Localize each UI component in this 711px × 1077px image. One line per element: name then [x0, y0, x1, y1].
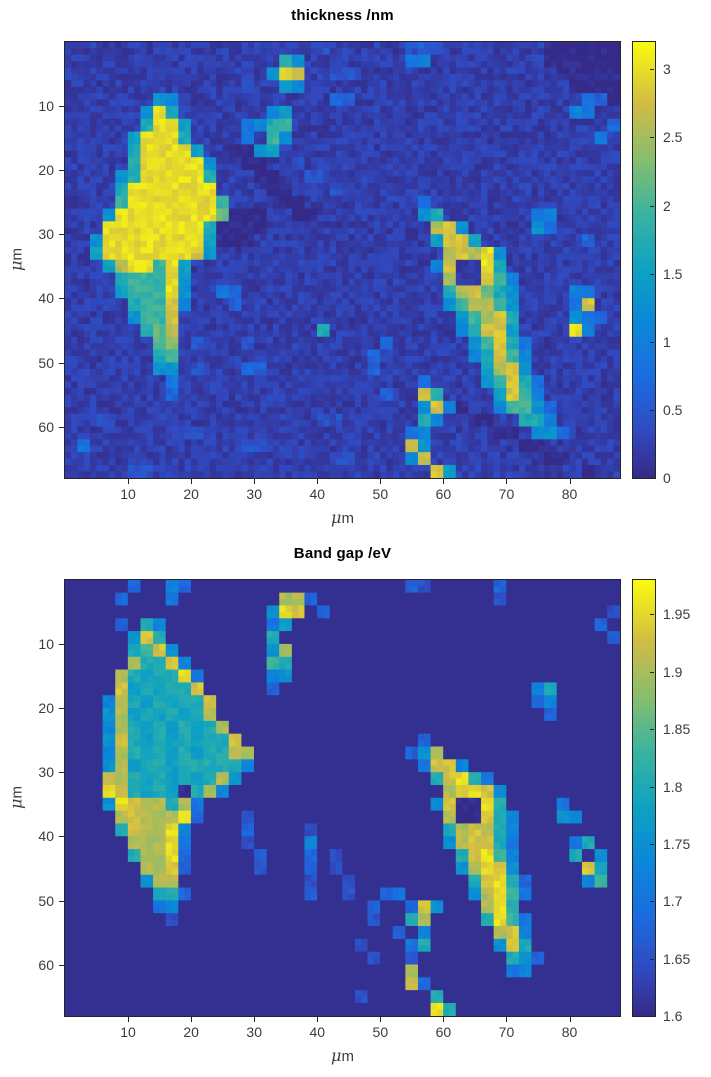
- chart-title: Band gap /eV: [293, 545, 392, 562]
- x-tick-mark: [191, 1017, 193, 1022]
- colorbar-tick-label: 1.6: [663, 1008, 683, 1024]
- x-tick-mark: [317, 479, 319, 484]
- y-tick-mark: [59, 772, 64, 774]
- colorbar-tick-label: 1.8: [663, 778, 683, 795]
- colorbar-tick-mark: [650, 843, 654, 845]
- y-tick-mark: [59, 234, 64, 236]
- colorbar-tick-mark: [650, 901, 654, 903]
- y-tick-label: 50: [38, 354, 54, 371]
- colorbar-tick-label: 1.65: [663, 950, 691, 967]
- y-tick-label: 20: [38, 162, 54, 179]
- x-tick-mark: [569, 479, 571, 484]
- x-tick-label: 20: [183, 486, 199, 502]
- y-tick-label: 50: [38, 892, 54, 909]
- colorbar-tick-mark: [650, 958, 654, 960]
- x-tick-label: 20: [183, 1024, 199, 1040]
- x-tick-label: 50: [372, 486, 389, 502]
- y-tick-label: 30: [38, 764, 54, 781]
- colorbar-tick-label: 0.5: [663, 401, 683, 418]
- x-tick-label: 60: [435, 486, 452, 502]
- y-tick-label: 30: [38, 226, 54, 243]
- colorbar-tick-mark: [650, 273, 654, 275]
- x-tick-mark: [380, 1017, 382, 1022]
- x-tick-mark: [317, 1017, 319, 1022]
- x-tick-mark: [443, 1017, 445, 1022]
- colorbar-tick-label: 1.5: [663, 265, 683, 282]
- x-tick-label: 70: [498, 486, 515, 502]
- x-axis-label: μm: [331, 508, 354, 527]
- y-tick-label: 10: [38, 98, 54, 115]
- colorbar-tick-label: 1: [663, 333, 671, 350]
- y-tick-label: 20: [38, 700, 54, 717]
- y-tick-mark: [59, 426, 64, 428]
- colorbar-tick-label: 1.7: [663, 893, 683, 910]
- y-tick-mark: [59, 170, 64, 172]
- y-tick-mark: [59, 836, 64, 838]
- mu-symbol: μ: [6, 798, 26, 809]
- x-tick-mark: [254, 479, 256, 484]
- bandgap-figure: Band gap /eV μm μm 10 20 30 40 50 60 70 80 10 20 3…: [0, 538, 711, 1076]
- x-tick-label: 10: [120, 486, 136, 502]
- x-tick-label: 10: [120, 1024, 136, 1040]
- y-tick-mark: [59, 708, 64, 710]
- colorbar-tick-mark: [650, 409, 654, 411]
- y-tick-mark: [59, 362, 64, 364]
- bandgap-heatmap-canvas: [64, 579, 621, 1017]
- mu-symbol: μ: [331, 508, 342, 527]
- x-tick-mark: [128, 479, 130, 484]
- bandgap-colorbar: [632, 579, 656, 1017]
- thickness-heatmap-canvas: [64, 41, 621, 479]
- colorbar-tick-label: 0: [663, 470, 671, 486]
- x-tick-mark: [443, 479, 445, 484]
- x-tick-label: 30: [246, 486, 262, 502]
- x-axis-label: μm: [331, 1046, 354, 1065]
- y-tick-mark: [59, 964, 64, 966]
- colorbar-tick-label: 2: [663, 197, 671, 214]
- colorbar-tick-label: 1.85: [663, 721, 691, 738]
- x-tick-label: 70: [498, 1024, 515, 1040]
- x-tick-mark: [191, 479, 193, 484]
- colorbar-tick-mark: [650, 786, 654, 788]
- mu-symbol: μ: [6, 260, 26, 271]
- colorbar-tick-label: 2.5: [663, 129, 683, 146]
- colorbar-tick-mark: [650, 729, 654, 731]
- y-tick-mark: [59, 106, 64, 108]
- x-tick-label: 30: [246, 1024, 262, 1040]
- colorbar-tick-label: 1.75: [663, 835, 691, 852]
- x-tick-label: 40: [309, 486, 326, 502]
- y-tick-label: 10: [38, 636, 54, 653]
- x-tick-label: 50: [372, 1024, 389, 1040]
- colorbar-tick-mark: [650, 137, 654, 139]
- x-tick-mark: [128, 1017, 130, 1022]
- y-tick-label: 60: [38, 418, 54, 435]
- x-tick-label: 60: [435, 1024, 452, 1040]
- mu-symbol: μ: [331, 1046, 342, 1065]
- colorbar-tick-mark: [650, 341, 654, 343]
- thickness-colorbar: [632, 41, 656, 479]
- x-tick-mark: [569, 1017, 571, 1022]
- colorbar-tick-label: 1.95: [663, 606, 691, 623]
- y-tick-label: 60: [38, 956, 54, 973]
- y-tick-mark: [59, 298, 64, 300]
- colorbar-tick-mark: [650, 69, 654, 71]
- colorbar-tick-mark: [650, 614, 654, 616]
- chart-title: thickness /nm: [291, 7, 394, 24]
- x-tick-label: 80: [561, 1024, 578, 1040]
- y-tick-label: 40: [38, 290, 54, 307]
- x-tick-mark: [254, 1017, 256, 1022]
- y-tick-label: 40: [38, 828, 54, 845]
- colorbar-tick-mark: [650, 671, 654, 673]
- y-tick-mark: [59, 644, 64, 646]
- x-tick-mark: [380, 479, 382, 484]
- x-tick-label: 80: [561, 486, 578, 502]
- x-tick-mark: [506, 479, 508, 484]
- thickness-figure: thickness /nm μm μm 10 20 30 40 50 60 70 80 10 20…: [0, 0, 711, 538]
- y-tick-mark: [59, 900, 64, 902]
- colorbar-tick-label: 3: [663, 61, 671, 78]
- colorbar-tick-mark: [650, 205, 654, 207]
- x-tick-mark: [506, 1017, 508, 1022]
- x-tick-label: 40: [309, 1024, 326, 1040]
- colorbar-tick-label: 1.9: [663, 663, 683, 680]
